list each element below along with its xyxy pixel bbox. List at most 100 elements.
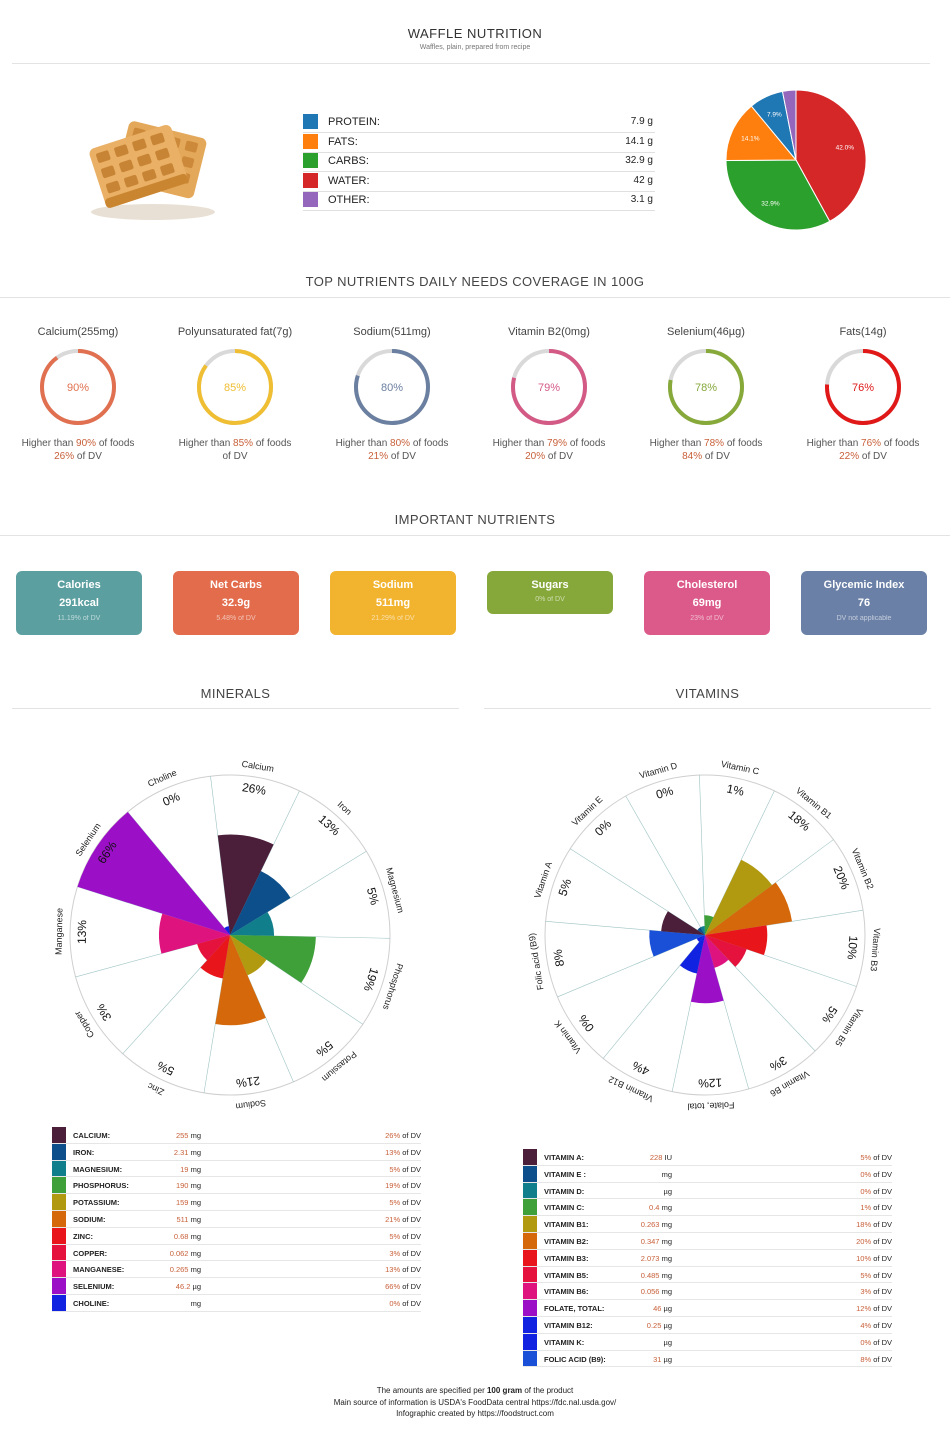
row-swatch — [523, 1350, 537, 1367]
polar-value-label: 12% — [698, 1075, 723, 1090]
card-value: 511mg — [375, 597, 411, 609]
nutrient-card-net-carbs: Net Carbs 32.9g 5.48% of DV — [173, 571, 299, 635]
row-swatch — [52, 1244, 66, 1261]
amount-value: 0.347 — [640, 1236, 660, 1246]
dv-suffix: of DV — [400, 1181, 421, 1191]
amount-value: 0.485 — [640, 1270, 660, 1280]
row-swatch — [523, 1300, 537, 1316]
ring-text: of DV — [388, 451, 416, 462]
nutrient-name: VITAMIN K: — [544, 1337, 585, 1347]
dv-value: 13% — [385, 1147, 401, 1157]
table-row: SELENIUM: 46.2 µg 66% of DV — [52, 1278, 421, 1295]
legend-swatch — [303, 172, 318, 188]
legend-swatch — [303, 114, 318, 129]
amount-value: 0.4 — [649, 1203, 660, 1213]
dv-value: 66% — [385, 1282, 401, 1292]
ring-arc — [511, 349, 587, 425]
row-swatch — [523, 1283, 537, 1300]
dv-value: 10% — [856, 1253, 872, 1263]
table-row: VITAMIN D: µg 0% of DV — [523, 1182, 892, 1200]
section-title-vitamins: VITAMINS — [675, 686, 740, 701]
macro-value: 42 g — [633, 174, 653, 186]
table-row: PHOSPHORUS: 190 mg 19% of DV — [52, 1177, 421, 1195]
amount-value: 255 — [175, 1131, 189, 1140]
nutrient-amount: 0.263 mg — [641, 1220, 672, 1229]
nutrient-dv: 5% of DV — [860, 1271, 892, 1280]
dv-suffix: of DV — [871, 1337, 892, 1347]
polar-category-label: Zinc — [145, 1081, 165, 1098]
nutrient-amount: 0.056 mg — [641, 1287, 672, 1296]
card-value: 32.9g — [221, 597, 251, 609]
nutrient-name: SELENIUM: — [73, 1282, 115, 1292]
dv-suffix: of DV — [400, 1164, 421, 1174]
page-subtitle: Waffles, plain, prepared from recipe — [419, 44, 531, 51]
polar-value-label: 5% — [364, 886, 382, 907]
amount-unit: mg — [661, 1220, 672, 1230]
table-row: MAGNESIUM: 19 mg 5% of DV — [52, 1160, 421, 1178]
ring-title: Fats(14g) — [839, 326, 887, 338]
amount-unit: mg — [661, 1253, 672, 1263]
ring-text: Higher than — [806, 438, 862, 449]
dv-value: 0% — [860, 1186, 872, 1196]
divider — [484, 708, 931, 709]
dv-value: 20% — [856, 1236, 872, 1246]
macro-label: CARBS: — [328, 155, 369, 167]
footer-source: Main source of information is USDA's Foo… — [333, 1398, 617, 1407]
pie-label: 32.9% — [761, 200, 780, 207]
nutrient-amount: µg — [664, 1338, 673, 1347]
polar-sector-choline — [224, 926, 230, 935]
polar-sector-sodium — [215, 935, 266, 1026]
card-value: 69mg — [692, 597, 722, 609]
dv-value: 3% — [389, 1248, 401, 1258]
nutrient-name: VITAMIN B3: — [544, 1253, 589, 1263]
ring-text: of foods — [410, 438, 449, 449]
amount-value: 46 — [653, 1304, 662, 1314]
ring-dv: 22% of DV — [788, 451, 938, 462]
dv-suffix: of DV — [400, 1265, 421, 1275]
ring-rank: Higher than 79% of foods — [474, 438, 624, 449]
amount-value: 0.263 — [640, 1220, 660, 1230]
nutrient-dv: 8% of DV — [860, 1355, 892, 1364]
ring-arc — [668, 349, 744, 425]
amount-value: 2.073 — [640, 1253, 660, 1263]
ring-percent: 79% — [538, 382, 560, 394]
row-swatch — [52, 1160, 66, 1177]
row-swatch — [523, 1182, 537, 1199]
nutrient-card-glycemic-index: Glycemic Index 76 DV not applicable — [801, 571, 927, 635]
footer-bold: 100 gram — [486, 1386, 523, 1395]
footer-credit: Infographic created by https://foodstruc… — [396, 1409, 554, 1418]
polar-value-label: 21% — [235, 1073, 261, 1090]
polar-sector-vitamin-b5 — [705, 935, 747, 967]
amount-unit: mg — [190, 1164, 201, 1174]
row-swatch — [523, 1316, 537, 1333]
dv-value: 21% — [385, 1214, 401, 1224]
polar-sector-vitamin-e — [697, 927, 705, 935]
dv-value: 0% — [860, 1169, 872, 1179]
amount-value: 228 — [649, 1153, 663, 1162]
macro-value: 7.9 g — [630, 116, 653, 127]
macro-value: 3.1 g — [630, 194, 653, 205]
amount-value: 46.2 — [175, 1282, 191, 1292]
vitamins-table: VITAMIN A: 228 IU 5% of DV VITAMIN E : mg 0%… — [523, 1149, 892, 1368]
table-row: FOLATE, TOTAL: 46 µg 12% of DV — [523, 1300, 892, 1317]
card-subtitle: 21.29% of DV — [371, 615, 415, 622]
nutrient-ring-card: Calcium(255mg) 90% Higher than 90% of food… — [3, 326, 153, 462]
nutrient-amount: 2.073 mg — [641, 1254, 672, 1263]
ring-dv-pct: 20% — [525, 451, 546, 462]
nutrient-name: CHOLINE: — [73, 1298, 110, 1308]
dv-suffix: of DV — [871, 1220, 892, 1230]
polar-category-label: Vitamin B3 — [869, 928, 883, 972]
row-swatch — [523, 1333, 537, 1350]
polar-sector-vitamin-b6 — [705, 935, 729, 968]
row-swatch — [523, 1216, 537, 1232]
nutrient-amount: 0.062 mg — [170, 1249, 201, 1258]
nutrient-amount: mg — [662, 1170, 672, 1179]
macro-row: OTHER: 3.1 g — [303, 191, 655, 211]
dv-value: 0% — [860, 1337, 872, 1347]
macro-label: OTHER: — [328, 194, 370, 206]
nutrient-name: VITAMIN D: — [544, 1186, 585, 1196]
nutrient-name: FOLATE, TOTAL: — [544, 1304, 605, 1314]
polar-sector-folate-total — [690, 935, 724, 1004]
dv-value: 19% — [385, 1181, 401, 1191]
dv-suffix: of DV — [871, 1186, 892, 1196]
